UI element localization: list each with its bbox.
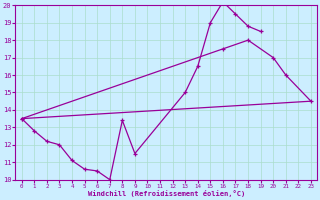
X-axis label: Windchill (Refroidissement éolien,°C): Windchill (Refroidissement éolien,°C): [88, 190, 245, 197]
